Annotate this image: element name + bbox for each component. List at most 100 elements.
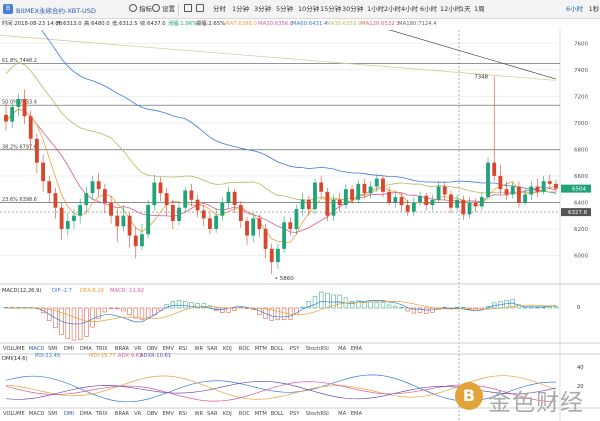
indicator-tab[interactable]: MACD	[28, 411, 45, 417]
indicators-button[interactable]: 指标	[129, 4, 152, 15]
indicator-tab[interactable]: DMA	[79, 411, 92, 417]
indicator-tab[interactable]: DMI	[63, 411, 74, 417]
fullscreen-icon	[196, 4, 204, 12]
indicator-tab[interactable]: EMV	[162, 411, 174, 417]
indicator-tab[interactable]: VOLUME	[3, 346, 25, 352]
timeframe-option[interactable]: 6小时	[566, 5, 584, 13]
macd-histogram-bar	[331, 294, 336, 309]
indicator-tab[interactable]: BRAR	[114, 346, 129, 352]
macd-histogram-bar	[553, 306, 559, 309]
candle-body	[96, 181, 101, 190]
candle-body	[90, 181, 95, 194]
indicator-tab[interactable]: SAR	[207, 346, 218, 352]
macd-histogram-bar	[263, 307, 268, 319]
indicator-tab[interactable]: SAR	[207, 411, 218, 417]
timeframe-option[interactable]: 2小时	[384, 5, 402, 13]
indicator-tab[interactable]: ROC	[238, 411, 251, 417]
indicator-tab[interactable]: OBV	[146, 411, 158, 417]
macd-histogram-bar	[547, 306, 552, 309]
indicator-tab[interactable]: TRIX	[95, 411, 108, 417]
indicator-tab[interactable]: MTM	[254, 411, 267, 417]
price-axis-label: 6800	[574, 147, 588, 153]
timeframe-option[interactable]: 4小时	[401, 5, 419, 13]
candle-body	[393, 197, 398, 203]
timeframe-option[interactable]: 30分钟	[342, 5, 364, 13]
timeframe-option[interactable]: 15分钟	[320, 5, 342, 13]
candle-body	[362, 183, 367, 194]
indicator-tab[interactable]: RSI	[178, 346, 187, 352]
candle-body	[337, 199, 342, 206]
indicator-tab[interactable]: BRAR	[114, 411, 129, 417]
timeframe-option[interactable]: 分时	[213, 5, 226, 13]
macd-histogram-bar	[368, 301, 373, 309]
indicator-tab[interactable]: MACD	[28, 346, 45, 352]
macd-histogram-bar	[195, 303, 200, 309]
indicators-label: 指标	[139, 5, 152, 13]
indicator-tab[interactable]: VOLUME	[3, 411, 25, 417]
candle-body	[208, 218, 212, 229]
timeframe-option[interactable]: 1分钟	[232, 5, 250, 13]
indicator-tab[interactable]: PSY	[289, 411, 300, 417]
timeframe-option[interactable]: 1天	[460, 5, 471, 13]
indicator-tab[interactable]: BOLL	[270, 346, 284, 352]
indicator-tab[interactable]: BOLL	[270, 411, 284, 417]
timeframe-option[interactable]: 5分钟	[276, 5, 294, 13]
candle-body	[127, 215, 132, 236]
indicator-tab[interactable]: VR	[134, 346, 142, 352]
indicator-tab[interactable]: SMI	[48, 411, 58, 417]
indicator-tab[interactable]: StochRSI	[305, 411, 329, 417]
indicator-tab[interactable]: EMA	[350, 411, 362, 417]
indicator-tab[interactable]: EMA	[350, 346, 362, 352]
price-axis-label: 7000	[574, 121, 588, 127]
price-chart[interactable]: 7600 7400 7200 7000 6800 6600 6400 6200 6000 61.8…	[0, 30, 600, 421]
candle-body	[541, 181, 546, 192]
candle-body	[430, 199, 435, 206]
timeframe-option[interactable]: 3分钟	[254, 5, 272, 13]
indicator-tab[interactable]: ROC	[238, 346, 251, 352]
info-high: 高:6480.0	[84, 21, 110, 27]
indicator-tab[interactable]: MA	[338, 346, 347, 352]
candle-body	[232, 191, 237, 206]
indicator-tab[interactable]: KDJ	[222, 411, 232, 417]
timeframe-option[interactable]: 6小时	[420, 5, 438, 13]
dmi-adx: ADX:9.63	[118, 353, 143, 359]
candle-body	[257, 218, 262, 229]
indicator-tab[interactable]: VR	[134, 411, 142, 417]
dmi-title: DMI(14,6)	[2, 356, 28, 362]
indicator-tab[interactable]: KDJ	[222, 346, 232, 352]
macd-histogram-bar	[393, 305, 398, 309]
timeframe-option[interactable]: 10分钟	[298, 5, 320, 13]
fullscreen-button[interactable]	[196, 4, 206, 15]
indicator-tab[interactable]: PSY	[289, 346, 300, 352]
indicator-tab[interactable]: StochRSI	[305, 346, 329, 352]
indicator-tab[interactable]: WR	[194, 346, 204, 352]
indicator-tab[interactable]: SMI	[48, 346, 58, 352]
candle-body	[300, 199, 305, 210]
indicator-tab[interactable]: OBV	[146, 346, 158, 352]
indicator-tab[interactable]: RSI	[178, 411, 187, 417]
timeframe-option[interactable]: 1周	[474, 5, 485, 13]
symbol-label[interactable]: BitMEX永续合约-XBT-USD	[16, 7, 96, 15]
candle-body	[53, 193, 58, 208]
settings-button[interactable]: 设置	[152, 4, 175, 15]
timeframe-option[interactable]: 1小时	[367, 5, 385, 13]
indicator-tab[interactable]: TRIX	[95, 346, 108, 352]
candle-body	[189, 190, 194, 200]
ma30-line	[5, 108, 557, 233]
candle-body	[164, 193, 169, 206]
timeframe-more[interactable]: 1秒	[588, 5, 600, 13]
macd-dea-line	[6, 301, 557, 322]
candle-body	[158, 182, 163, 194]
candle-body	[554, 183, 558, 189]
candle-body	[282, 222, 287, 249]
info-change: 涨幅:1.96%	[168, 21, 198, 27]
draw-tool-button[interactable]	[184, 4, 194, 15]
indicator-tab[interactable]: MTM	[254, 346, 267, 352]
chart-toolbar: B BitMEX永续合约-XBT-USD 指标 设置 分时 1分钟 3分钟 5分钟 10…	[0, 0, 600, 19]
indicator-tab[interactable]: WR	[194, 411, 204, 417]
indicator-tab[interactable]: MA	[338, 411, 347, 417]
indicator-tab[interactable]: DMA	[79, 346, 92, 352]
indicator-tab[interactable]: EMV	[162, 346, 174, 352]
timeframe-option[interactable]: 12小时	[440, 5, 462, 13]
indicator-tab[interactable]: DMI	[63, 346, 74, 352]
